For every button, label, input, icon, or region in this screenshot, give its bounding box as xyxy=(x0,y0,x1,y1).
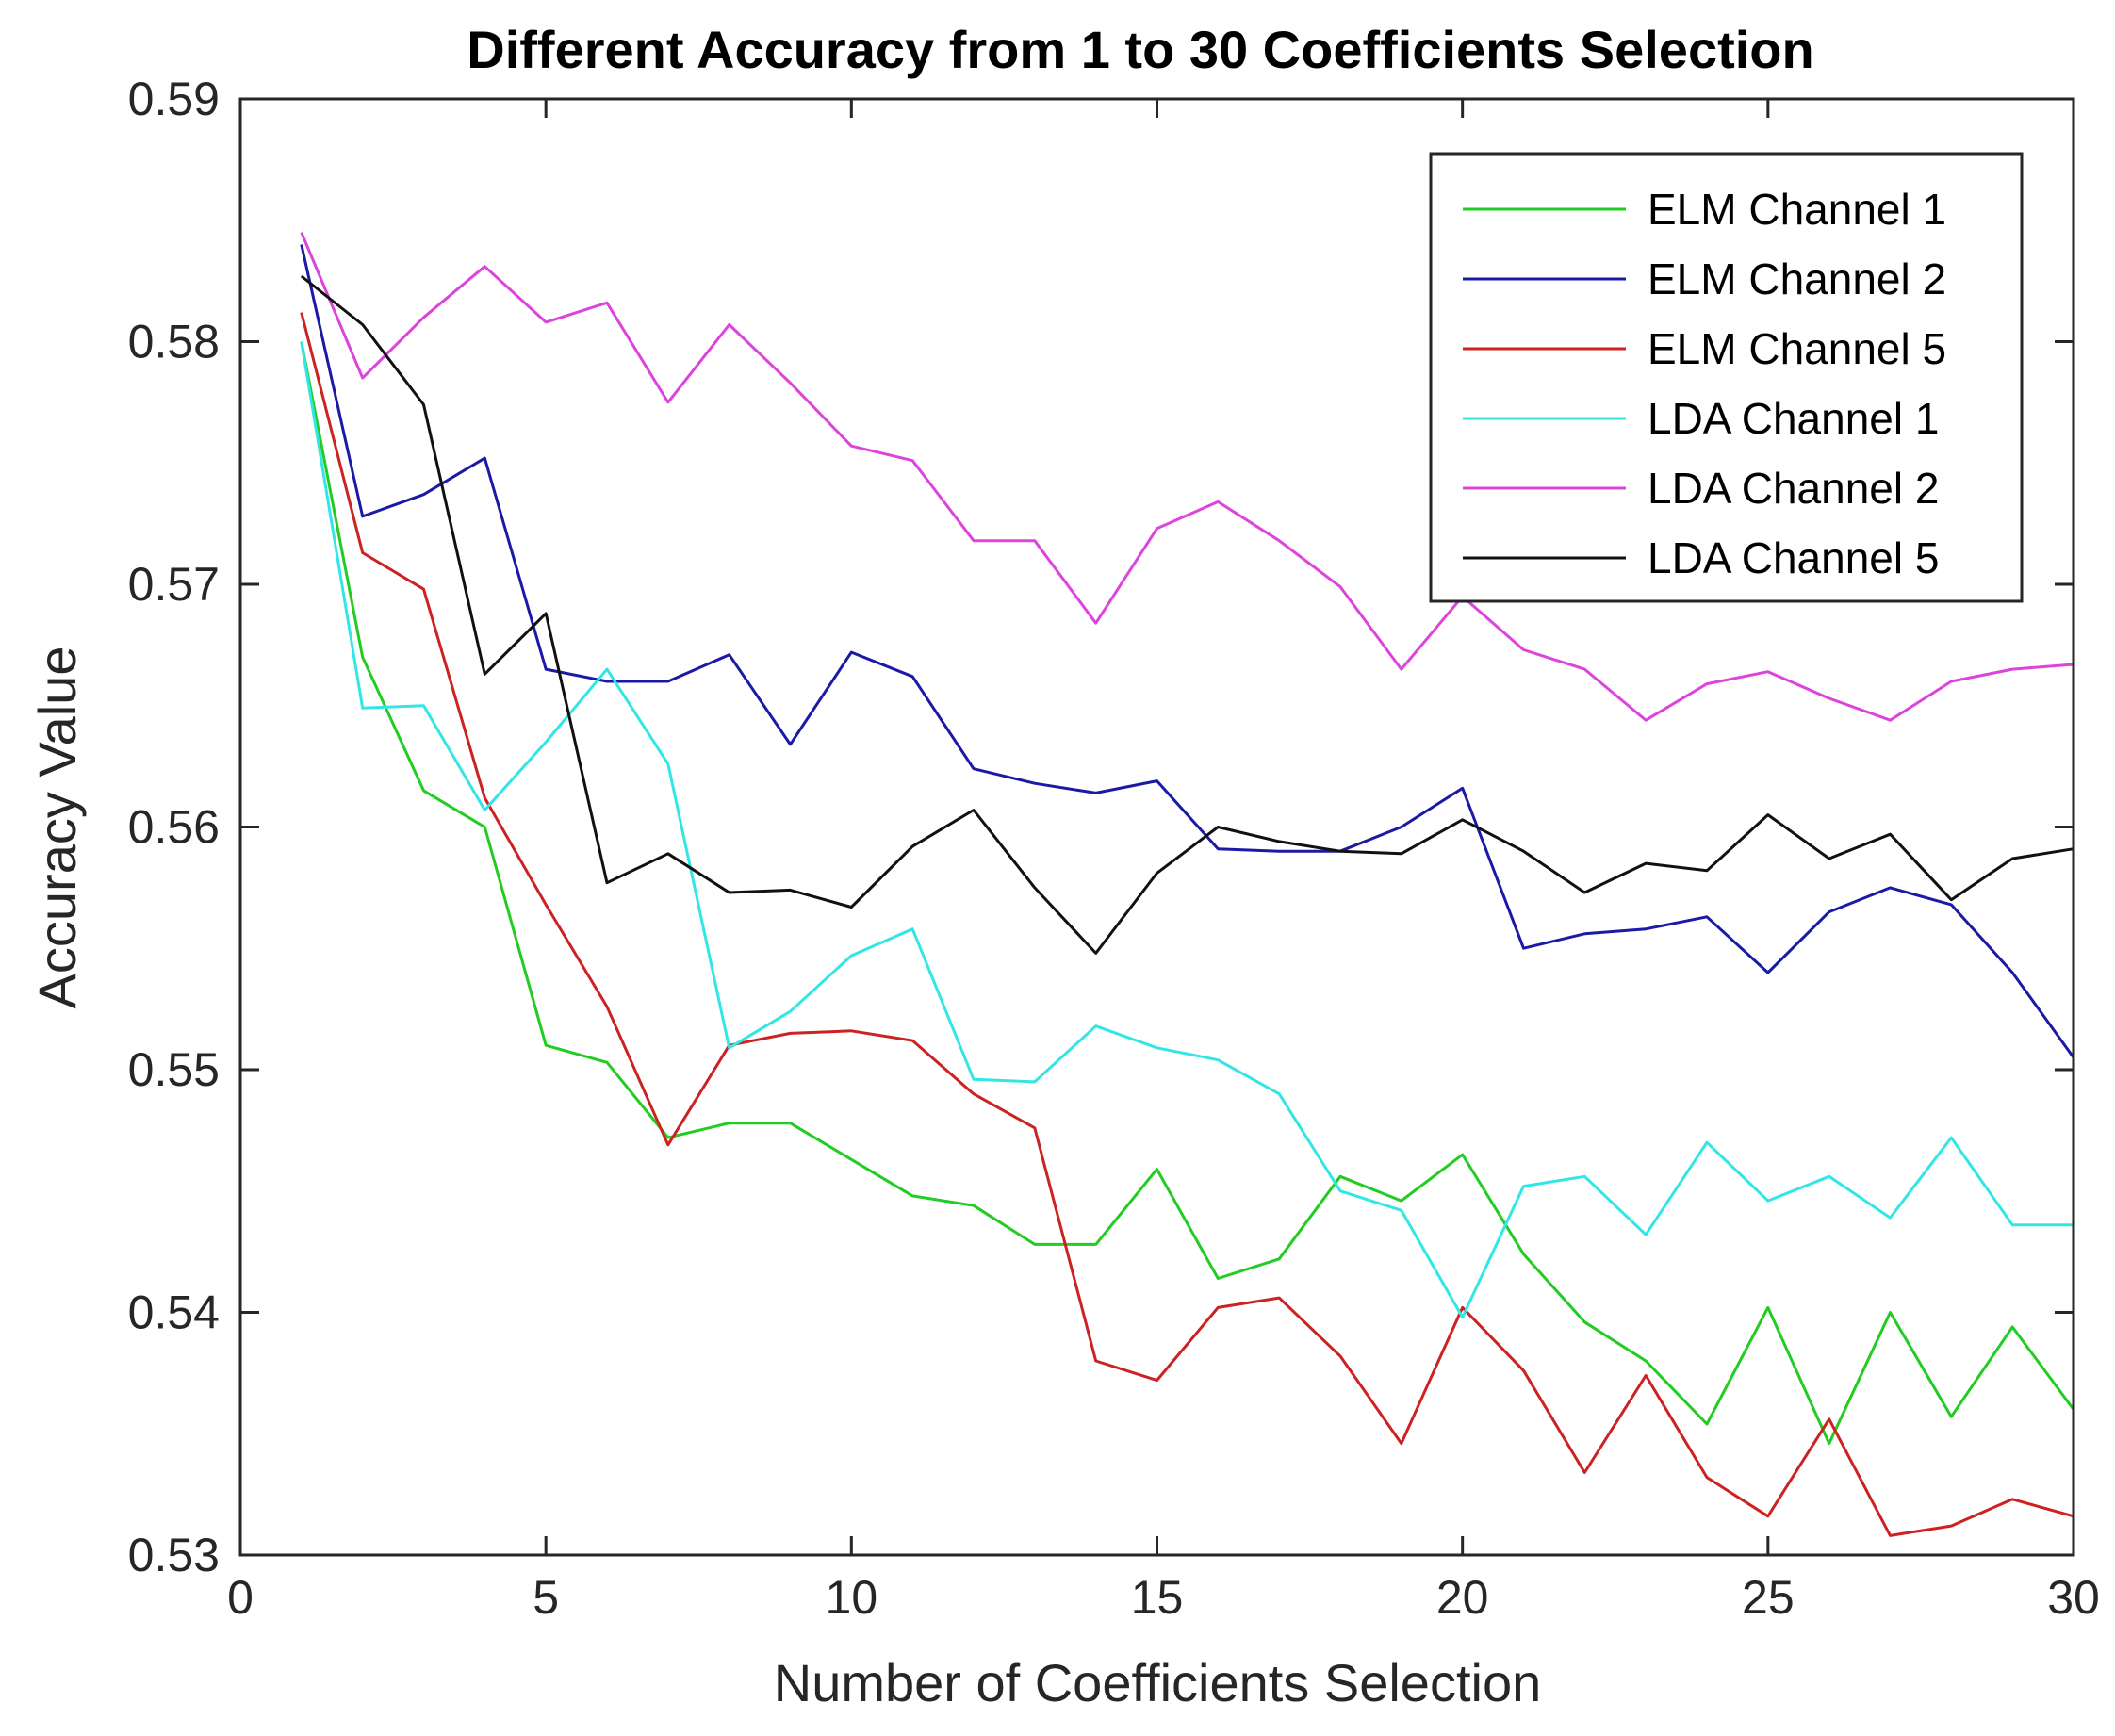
axis-ticks: 0 5 10 15 20 25 30 0.53 0.54 0.55 0.56 0.57 0.58 0.59 xyxy=(128,73,2100,1624)
x-tick-label: 25 xyxy=(1742,1571,1795,1624)
legend-label-lda-channel-2: LDA Channel 2 xyxy=(1648,464,1939,513)
series-line-lda-channel-5 xyxy=(300,274,2074,955)
chart-title: Different Accuracy from 1 to 30 Coeffici… xyxy=(467,20,1813,79)
legend-label-elm-channel-2: ELM Channel 2 xyxy=(1648,254,1946,303)
series-line-elm-channel-5 xyxy=(300,312,2074,1537)
legend: ELM Channel 1 ELM Channel 2 ELM Channel 5 L… xyxy=(1429,152,2024,603)
x-tick-label: 0 xyxy=(227,1571,254,1624)
legend-label-elm-channel-5: ELM Channel 5 xyxy=(1648,324,1946,373)
x-axis-label: Number of Coefficients Selection xyxy=(774,1653,1542,1712)
y-axis-label: Accuracy Value xyxy=(27,647,87,1009)
y-tick-label: 0.59 xyxy=(128,73,220,125)
x-tick-label: 15 xyxy=(1131,1571,1184,1624)
y-tick-label: 0.55 xyxy=(128,1043,220,1096)
series-line-lda-channel-1 xyxy=(300,341,2074,1319)
y-tick-label: 0.56 xyxy=(128,801,220,854)
y-tick-label: 0.57 xyxy=(128,558,220,611)
x-tick-label: 20 xyxy=(1436,1571,1489,1624)
x-tick-label: 10 xyxy=(826,1571,878,1624)
legend-box xyxy=(1429,152,2024,603)
series-line-lda-channel-2 xyxy=(300,232,2074,722)
y-tick-label: 0.54 xyxy=(128,1286,220,1339)
legend-label-lda-channel-1: LDA Channel 1 xyxy=(1648,394,1939,443)
series-layer xyxy=(300,232,2075,1537)
legend-label-lda-channel-5: LDA Channel 5 xyxy=(1648,533,1939,582)
x-tick-label: 5 xyxy=(533,1571,559,1624)
y-tick-label: 0.53 xyxy=(128,1529,220,1581)
x-tick-label: 30 xyxy=(2047,1571,2100,1624)
series-line-elm-channel-1 xyxy=(300,341,2075,1446)
y-tick-label: 0.58 xyxy=(128,316,220,368)
legend-label-elm-channel-1: ELM Channel 1 xyxy=(1648,185,1946,234)
